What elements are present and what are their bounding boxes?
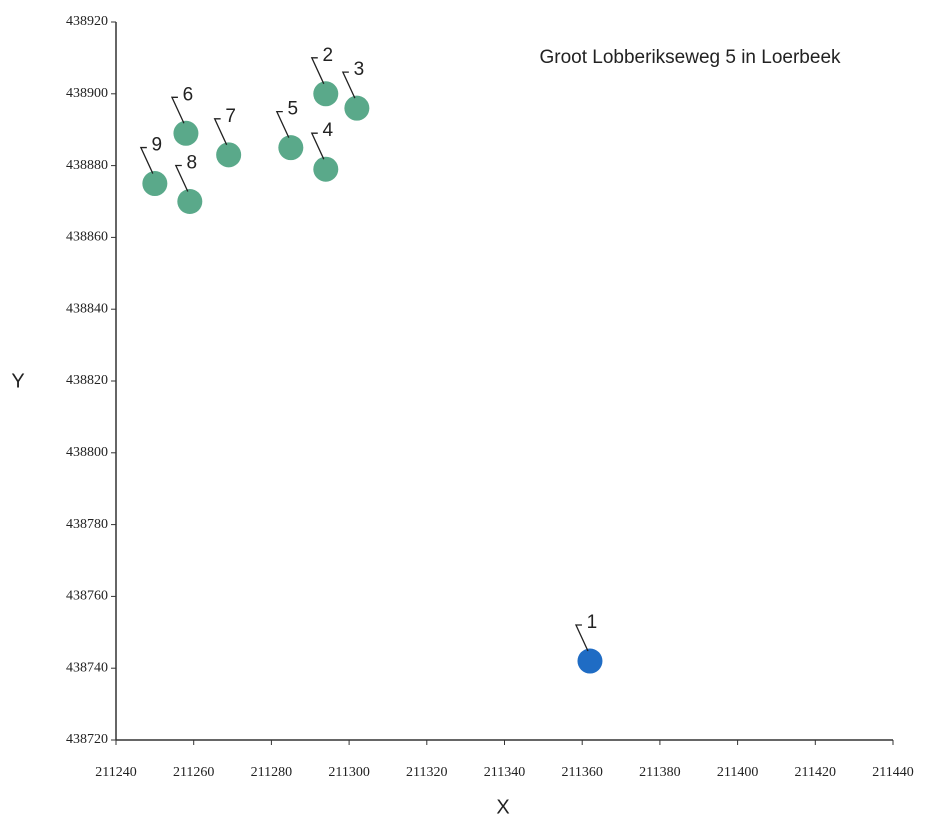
point-label: 3: [354, 59, 365, 80]
chart-title: Groot Lobberikseweg 5 in Loerbeek: [539, 47, 841, 68]
x-tick-label: 211280: [251, 765, 292, 780]
point-label: 2: [323, 45, 334, 66]
point-label: 9: [152, 135, 163, 156]
point: [577, 648, 603, 674]
y-tick-label: 438740: [66, 660, 108, 675]
x-tick-label: 211300: [328, 765, 369, 780]
leader-line: [310, 57, 325, 85]
y-tick-label: 438840: [66, 301, 108, 316]
x-tick-label: 211260: [173, 765, 214, 780]
leader-line: [341, 71, 356, 99]
point: [313, 156, 339, 182]
x-tick-label: 211240: [95, 765, 136, 780]
y-tick-label: 438720: [66, 732, 108, 747]
point: [177, 189, 203, 214]
point-label: 6: [183, 84, 194, 105]
point: [278, 135, 304, 161]
x-tick-label: 211420: [795, 765, 836, 780]
point-label: 1: [587, 612, 598, 633]
leader-line: [213, 118, 228, 146]
point-label: 5: [288, 99, 299, 120]
leader-line: [139, 146, 154, 174]
point-label: 8: [187, 153, 198, 174]
x-axis-label: X: [496, 796, 509, 818]
y-tick-label: 438800: [66, 445, 108, 460]
point: [313, 81, 339, 107]
leader-line: [275, 111, 290, 138]
point: [344, 95, 370, 121]
x-tick-label: 211340: [484, 765, 525, 780]
point-label: 7: [225, 106, 236, 127]
y-tick-label: 438900: [66, 86, 108, 101]
x-tick-label: 211380: [639, 765, 680, 780]
y-tick-label: 438920: [66, 14, 108, 29]
point: [216, 142, 242, 168]
x-tick-label: 211440: [872, 765, 913, 780]
point: [142, 171, 168, 197]
y-tick-label: 438860: [66, 230, 108, 245]
point: [173, 120, 199, 146]
x-tick-label: 211400: [717, 765, 758, 780]
leader-line: [170, 96, 185, 124]
y-tick-label: 438780: [66, 517, 108, 532]
leader-line: [310, 132, 325, 160]
x-tick-label: 211320: [406, 765, 447, 780]
y-tick-label: 438880: [66, 158, 108, 173]
leader-line: [574, 624, 589, 652]
point-label: 4: [323, 120, 334, 141]
y-tick-label: 438760: [66, 589, 108, 604]
y-tick-label: 438820: [66, 373, 108, 388]
leader-line: [174, 164, 189, 192]
x-tick-label: 211360: [561, 765, 602, 780]
y-axis-label: Y: [11, 370, 24, 392]
